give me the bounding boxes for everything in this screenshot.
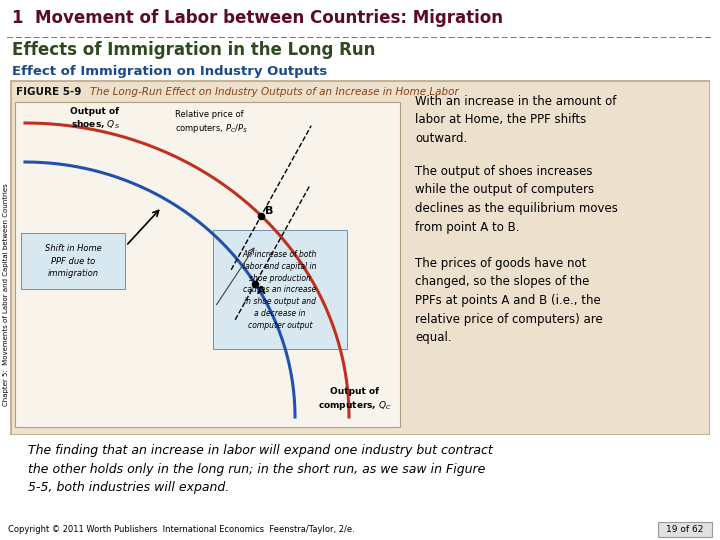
Text: The finding that an increase in labor will expand one industry but contract
the : The finding that an increase in labor wi…: [28, 444, 492, 494]
Text: A: A: [257, 286, 266, 296]
FancyBboxPatch shape: [658, 522, 712, 537]
Text: An increase of both
labor and capital in
shoe production
causes an increase
in s: An increase of both labor and capital in…: [243, 250, 318, 330]
Text: FIGURE 5-9: FIGURE 5-9: [16, 87, 81, 97]
Text: 19 of 62: 19 of 62: [666, 525, 703, 535]
Text: B: B: [265, 206, 274, 216]
FancyBboxPatch shape: [213, 230, 347, 349]
Text: Copyright © 2011 Worth Publishers  International Economics  Feenstra/Taylor, 2/e: Copyright © 2011 Worth Publishers Intern…: [8, 525, 355, 535]
Text: 1  Movement of Labor between Countries: Migration: 1 Movement of Labor between Countries: M…: [12, 9, 503, 27]
Text: The Long-Run Effect on Industry Outputs of an Increase in Home Labor: The Long-Run Effect on Industry Outputs …: [90, 87, 459, 97]
Text: Effect of Immigration on Industry Outputs: Effect of Immigration on Industry Output…: [12, 64, 328, 78]
Text: The output of shoes increases
while the output of computers
declines as the equi: The output of shoes increases while the …: [415, 165, 618, 233]
Text: Relative price of
computers, $P_C/P_S$: Relative price of computers, $P_C/P_S$: [175, 110, 248, 134]
Text: With an increase in the amount of
labor at Home, the PPF shifts
outward.: With an increase in the amount of labor …: [415, 95, 616, 145]
FancyBboxPatch shape: [15, 102, 400, 427]
Text: Output of
computers, $Q_C$: Output of computers, $Q_C$: [318, 387, 392, 412]
Text: The prices of goods have not
changed, so the slopes of the
PPFs at points A and : The prices of goods have not changed, so…: [415, 257, 603, 344]
Text: Output of
shoes, $Q_S$: Output of shoes, $Q_S$: [71, 107, 120, 131]
FancyBboxPatch shape: [21, 233, 125, 289]
Text: Shift in Home
PPF due to
immigration: Shift in Home PPF due to immigration: [45, 244, 102, 278]
Text: Effects of Immigration in the Long Run: Effects of Immigration in the Long Run: [12, 41, 375, 59]
FancyBboxPatch shape: [11, 80, 709, 435]
Text: Chapter 5:  Movements of Labor and Capital between Countries: Chapter 5: Movements of Labor and Capita…: [3, 184, 9, 407]
